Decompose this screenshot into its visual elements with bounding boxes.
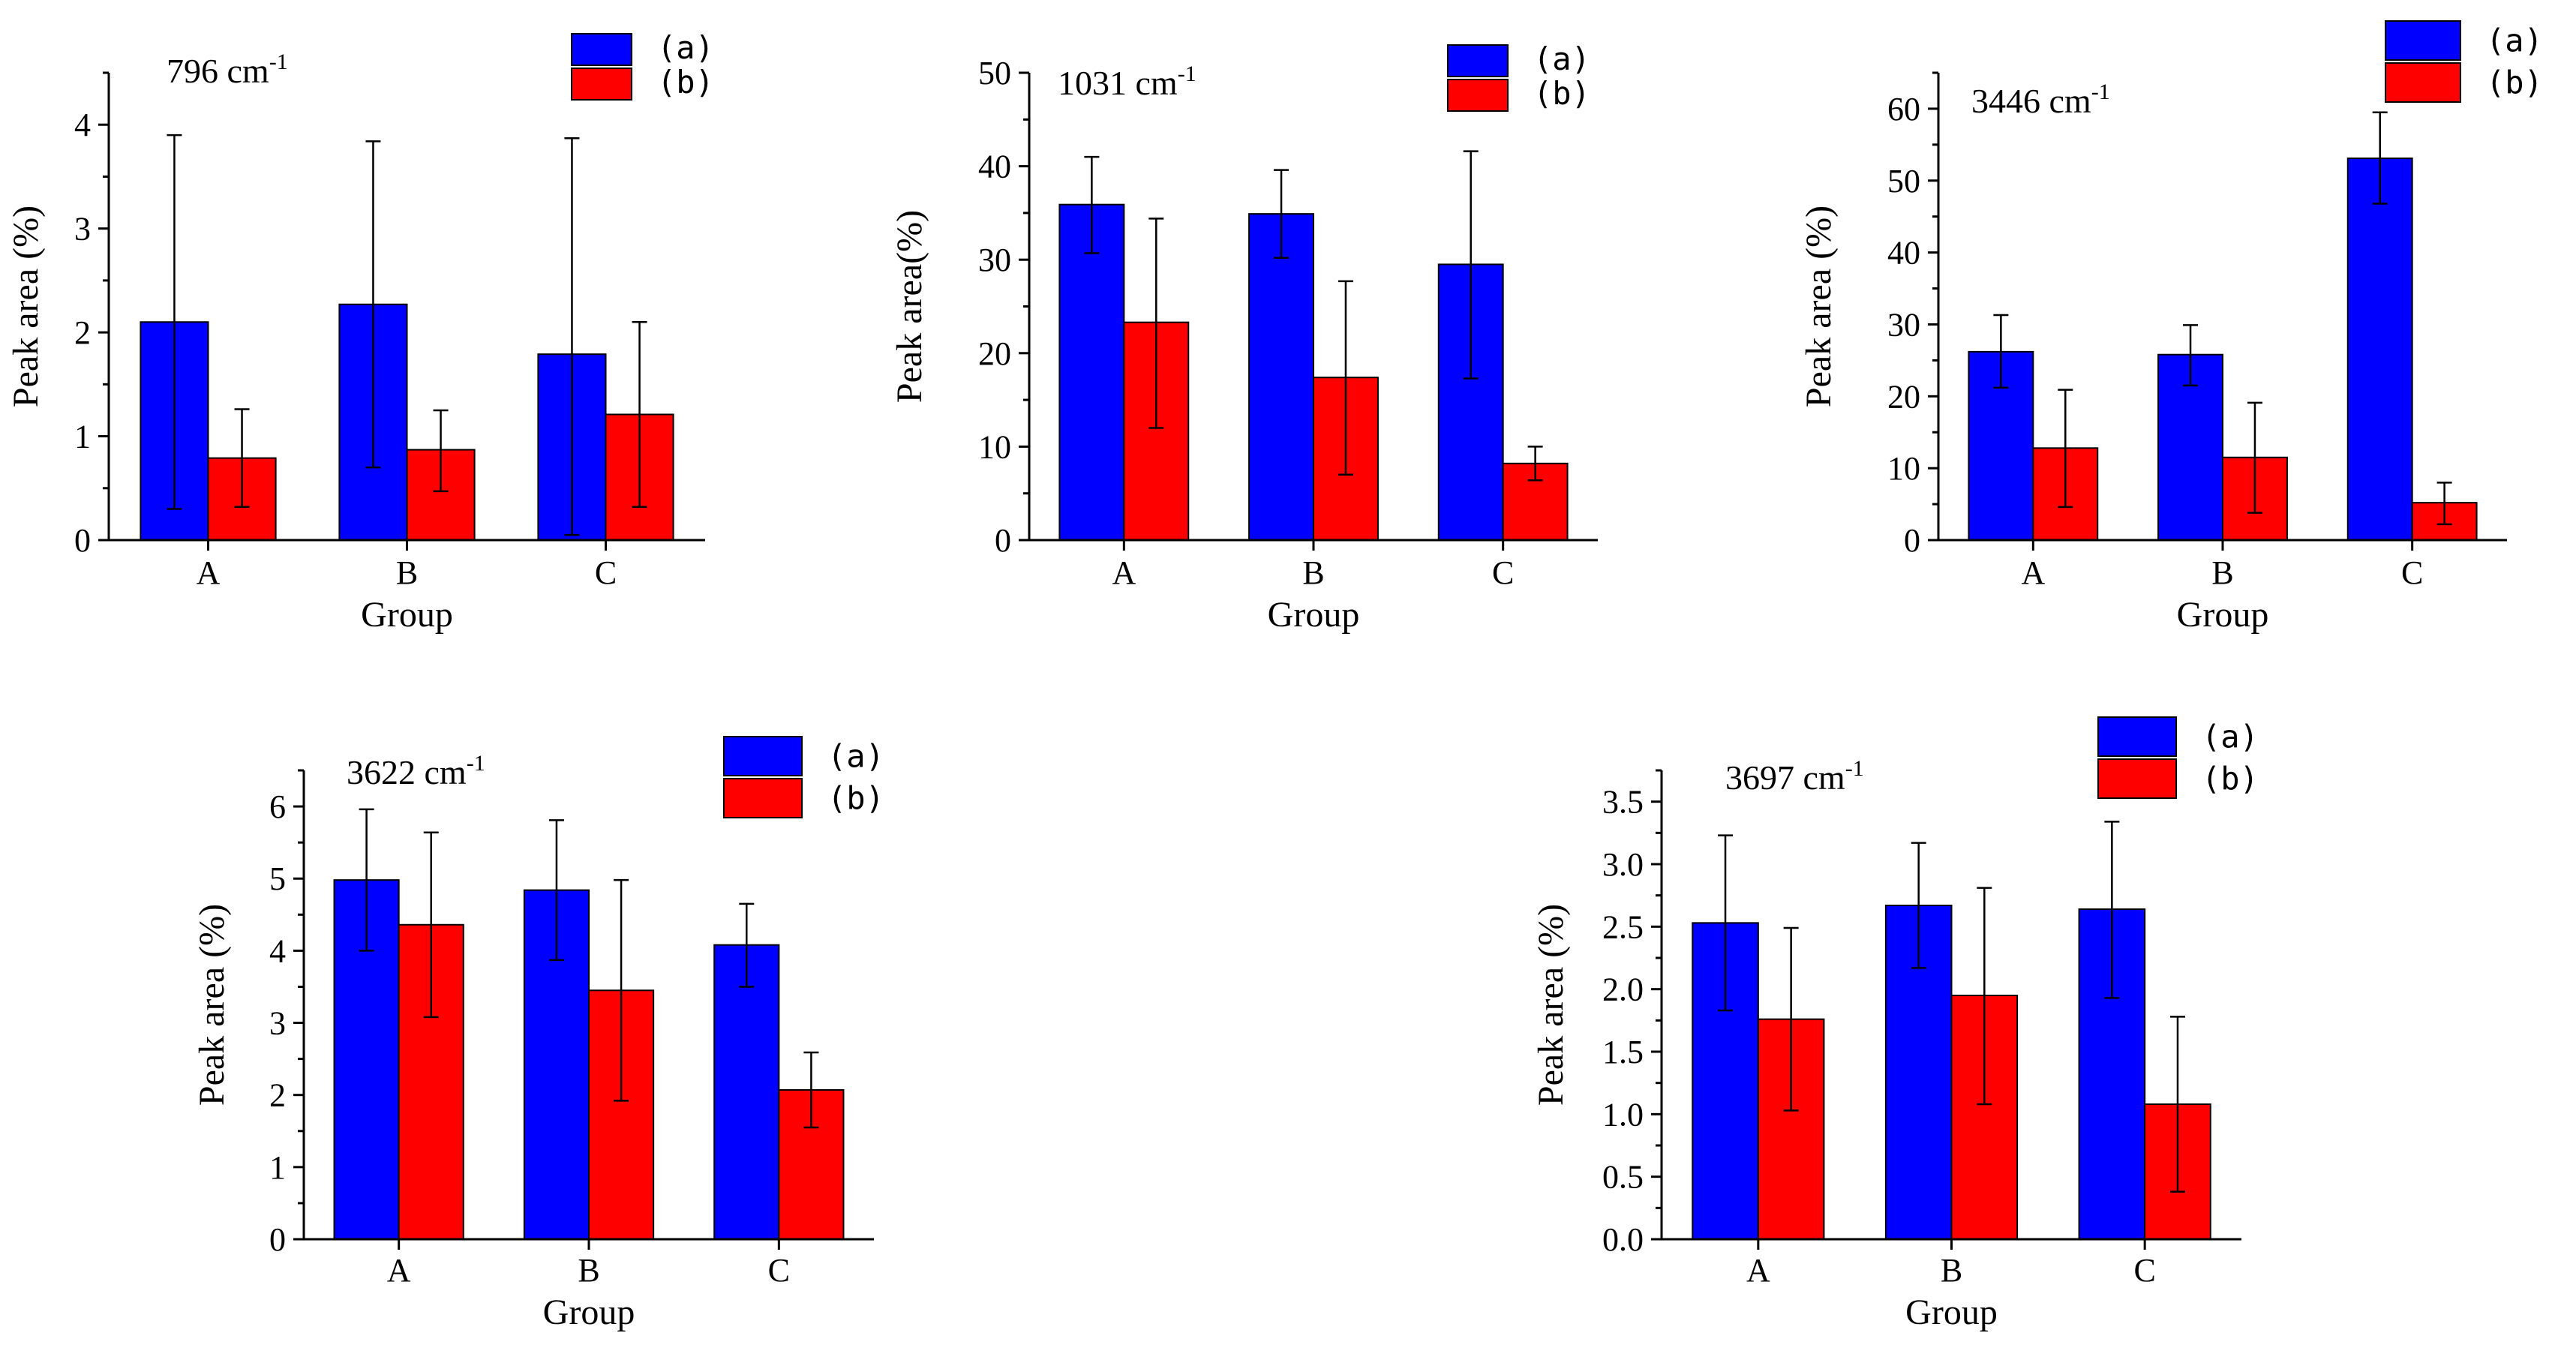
legend-label-a: (a) [1533,41,1590,77]
legend-label-b: (b) [827,780,884,817]
peak-label: 3697 cm-1 [1725,756,1864,797]
x-tick-label: A [387,1252,411,1289]
y-axis-title: Peak area (%) [1531,904,1571,1106]
x-tick-label: C [2401,554,2423,591]
y-tick-label: 0.5 [1602,1159,1644,1196]
legend-swatch-a [2097,716,2177,757]
chart-panel-1031: A B C 0 10 20 30 40 50 Group Peak area(%) 1031 cm-1… [890,41,1598,635]
x-axis-title: Group [1268,595,1360,635]
y-axis-title: Peak area(%) [890,210,929,403]
y-tick-label: 3 [269,1005,286,1042]
bar-A-a [1058,203,1125,541]
y-tick-label: 30 [978,242,1011,278]
y-axis-title: Peak area (%) [192,904,232,1106]
y-tick-label: 50 [978,55,1011,92]
x-axis-title: Group [361,595,453,635]
y-tick-label: 40 [1887,235,1920,272]
legend-label-b: (b) [2202,761,2259,797]
legend-swatch-a [1447,44,1509,77]
x-tick-label: A [197,554,221,591]
legend-swatch-a [723,736,803,776]
y-tick-label: 3.0 [1602,846,1644,883]
y-tick-label: 6 [269,788,286,825]
y-tick-label: 1 [74,419,91,455]
x-axis-title: Group [2177,595,2269,635]
x-tick-label: C [2133,1252,2155,1289]
x-tick-label: B [578,1252,599,1289]
y-tick-label: 4 [74,107,91,143]
y-tick-label: 2 [269,1077,286,1114]
x-tick-label: B [2211,554,2233,591]
y-axis-title: Peak area (%) [1799,206,1839,407]
y-tick-label: 2.5 [1602,908,1644,945]
peak-label: 796 cm-1 [167,50,288,90]
chart-panel-796: A B C 0 1 2 3 4 Group Peak area (%) 796 cm-1 (a)(b) [6,29,714,635]
y-tick-label: 30 [1887,306,1920,343]
y-tick-label: 1.0 [1602,1096,1644,1133]
x-tick-label: C [595,554,617,591]
x-tick-label: A [1746,1252,1770,1289]
y-tick-label: 1.5 [1602,1034,1644,1070]
y-tick-label: 10 [978,428,1011,465]
x-tick-label: B [1302,554,1324,591]
peak-label: 3446 cm-1 [1971,80,2110,120]
y-tick-label: 20 [1887,378,1920,415]
chart-panel-3446: A B C 0 10 20 30 40 50 60 Group Peak area (%) 3446 c… [1799,20,2543,635]
chart-panel-3622: A B C 0 1 2 3 4 5 6 Group Peak area (%) 3622 cm-1 (a)… [192,736,884,1332]
x-tick-label: C [1492,554,1514,591]
y-axis-title: Peak area (%) [6,206,46,407]
legend-swatch-b [723,778,803,818]
x-tick-label: A [2021,554,2045,591]
legend-swatch-a [2385,20,2461,61]
y-tick-label: 2 [74,314,91,351]
y-tick-label: 40 [978,149,1011,185]
y-tick-label: 10 [1887,450,1920,487]
chart-panel-3697: A B C 0.0 0.5 1.0 1.5 2.0 2.5 3.0 3.5 Group Peak are… [1531,716,2259,1332]
y-tick-label: 50 [1887,163,1920,200]
y-tick-label: 5 [269,860,286,897]
bar-B-a [1248,213,1315,541]
peak-label: 1031 cm-1 [1058,62,1196,102]
peak-label: 3622 cm-1 [347,751,485,791]
y-tick-label: 3.5 [1602,784,1644,821]
bar-C-a [713,944,780,1240]
legend-label-a: (a) [2486,23,2543,59]
legend-swatch-b [1447,79,1509,112]
y-tick-label: 0 [1904,522,1920,559]
legend-label-b: (b) [2486,65,2543,101]
y-tick-label: 20 [978,335,1011,372]
legend-label-b: (b) [657,64,714,101]
x-axis-title: Group [1905,1292,1998,1332]
y-tick-label: 0 [995,522,1011,559]
y-tick-label: 0 [269,1221,286,1258]
legend-swatch-b [2097,758,2177,799]
y-tick-label: 0 [74,522,91,559]
legend-swatch-a [571,33,632,66]
legend-label-a: (a) [2202,719,2259,755]
legend-label-b: (b) [1533,75,1590,112]
y-tick-label: 0.0 [1602,1221,1644,1258]
legend-label-a: (a) [657,29,714,66]
x-axis-title: Group [543,1292,635,1332]
legend-swatch-b [2385,62,2461,103]
y-tick-label: 3 [74,211,91,248]
y-tick-label: 60 [1887,91,1920,128]
bar-C-a [2346,158,2413,542]
y-tick-label: 2.0 [1602,971,1644,1008]
y-tick-label: 1 [269,1149,286,1186]
x-tick-label: C [768,1252,790,1289]
legend-swatch-b [571,68,632,101]
x-tick-label: A [1112,554,1136,591]
x-tick-label: B [396,554,418,591]
legend-label-a: (a) [827,738,884,775]
x-tick-label: B [1941,1252,1962,1289]
y-tick-label: 4 [269,932,286,969]
